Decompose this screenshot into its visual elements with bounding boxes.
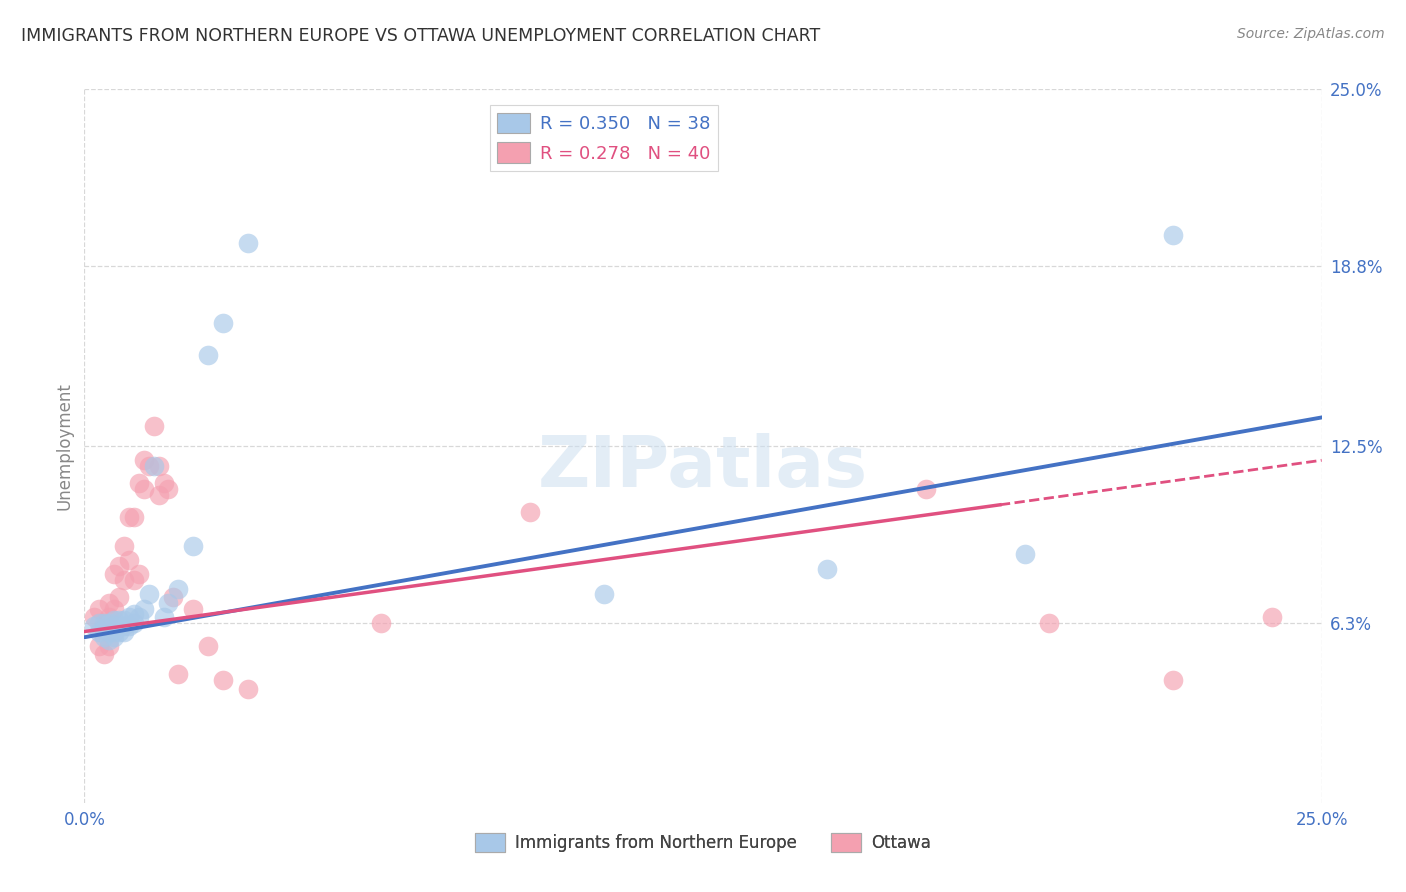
Text: ZIPatlas: ZIPatlas — [538, 433, 868, 502]
Legend: Immigrants from Northern Europe, Ottawa: Immigrants from Northern Europe, Ottawa — [468, 826, 938, 859]
Point — [108, 619, 131, 633]
Point — [93, 648, 115, 662]
Point — [167, 667, 190, 681]
Point — [162, 591, 184, 605]
Point — [103, 613, 125, 627]
Point — [83, 619, 105, 633]
Point — [212, 673, 235, 687]
Point — [1014, 548, 1036, 562]
Point — [112, 539, 135, 553]
Point — [142, 419, 165, 434]
Point — [138, 458, 160, 473]
Point — [157, 596, 180, 610]
Point — [98, 610, 121, 624]
Point — [103, 624, 125, 639]
Point — [1261, 610, 1284, 624]
Point — [128, 476, 150, 491]
Point — [152, 610, 174, 624]
Point — [103, 601, 125, 615]
Point — [112, 624, 135, 639]
Point — [118, 510, 141, 524]
Text: Source: ZipAtlas.com: Source: ZipAtlas.com — [1237, 27, 1385, 41]
Point — [236, 681, 259, 696]
Point — [122, 573, 145, 587]
Point — [197, 639, 219, 653]
Point — [181, 539, 204, 553]
Point — [98, 596, 121, 610]
Point — [98, 633, 121, 648]
Point — [108, 558, 131, 573]
Point — [128, 567, 150, 582]
Point — [118, 610, 141, 624]
Point — [112, 573, 135, 587]
Point — [108, 613, 131, 627]
Point — [98, 615, 121, 630]
Point — [370, 615, 392, 630]
Point — [93, 615, 115, 630]
Point — [1161, 227, 1184, 242]
Point — [152, 476, 174, 491]
Point — [103, 630, 125, 644]
Point — [118, 553, 141, 567]
Point — [93, 619, 115, 633]
Point — [148, 487, 170, 501]
Point — [138, 587, 160, 601]
Point — [167, 582, 190, 596]
Point — [108, 591, 131, 605]
Point — [89, 601, 111, 615]
Point — [132, 601, 155, 615]
Point — [914, 482, 936, 496]
Point — [148, 458, 170, 473]
Point — [1038, 615, 1060, 630]
Point — [197, 348, 219, 362]
Point — [89, 639, 111, 653]
Point — [212, 316, 235, 330]
Point — [118, 619, 141, 633]
Point — [128, 610, 150, 624]
Point — [93, 630, 115, 644]
Point — [132, 453, 155, 467]
Text: IMMIGRANTS FROM NORTHERN EUROPE VS OTTAWA UNEMPLOYMENT CORRELATION CHART: IMMIGRANTS FROM NORTHERN EUROPE VS OTTAW… — [21, 27, 820, 45]
Point — [93, 622, 115, 636]
Point — [103, 567, 125, 582]
Point — [236, 236, 259, 251]
Point — [157, 482, 180, 496]
Point — [103, 619, 125, 633]
Point — [89, 624, 111, 639]
Point — [142, 458, 165, 473]
Point — [98, 624, 121, 639]
Point — [593, 587, 616, 601]
Point — [1161, 673, 1184, 687]
Point — [83, 610, 105, 624]
Point — [108, 624, 131, 639]
Point — [519, 505, 541, 519]
Point — [181, 601, 204, 615]
Point — [98, 639, 121, 653]
Point — [122, 615, 145, 630]
Point — [815, 562, 838, 576]
Point — [112, 613, 135, 627]
Y-axis label: Unemployment: Unemployment — [55, 382, 73, 510]
Point — [89, 615, 111, 630]
Point — [122, 607, 145, 622]
Point — [112, 619, 135, 633]
Point — [122, 510, 145, 524]
Point — [132, 482, 155, 496]
